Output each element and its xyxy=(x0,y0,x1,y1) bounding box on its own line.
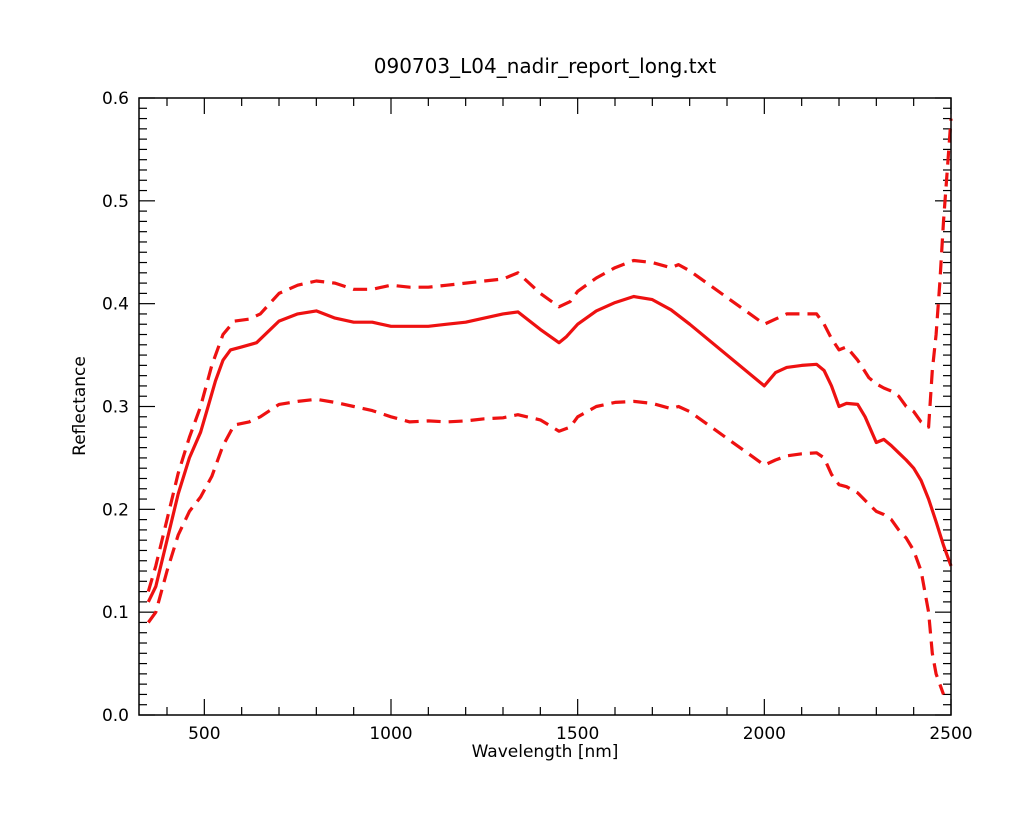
x-axis-label: Wavelength [nm] xyxy=(472,742,619,762)
series-line-solid-1 xyxy=(146,294,953,603)
y-tick-label: 0.6 xyxy=(102,89,129,109)
axis-tick-labels: 500 1000 1500 2000 2500 0.0 0.1 0.2 0.3 0.4 0.5 0.6 xyxy=(102,89,973,744)
x-tick-label: 1000 xyxy=(369,724,412,744)
plot-frame xyxy=(138,97,952,716)
y-tick-label: 0.2 xyxy=(102,500,129,520)
x-tick-label: 2500 xyxy=(929,724,972,744)
series-layer xyxy=(146,118,953,695)
x-tick-label: 500 xyxy=(188,724,220,744)
x-tick-label: 2000 xyxy=(743,724,786,744)
series-line-dashed-2 xyxy=(146,118,953,593)
series-line-dashed-3 xyxy=(147,397,946,695)
y-axis-label: Reflectance xyxy=(70,356,90,456)
axis-ticks xyxy=(139,97,952,716)
y-tick-label: 0.0 xyxy=(102,706,129,726)
y-tick-label: 0.1 xyxy=(102,603,129,623)
chart-title: 090703_L04_nadir_report_long.txt xyxy=(374,54,717,78)
x-tick-label: 1500 xyxy=(556,724,599,744)
y-tick-label: 0.4 xyxy=(102,295,129,315)
y-tick-label: 0.5 xyxy=(102,192,129,212)
y-tick-label: 0.3 xyxy=(102,398,129,418)
